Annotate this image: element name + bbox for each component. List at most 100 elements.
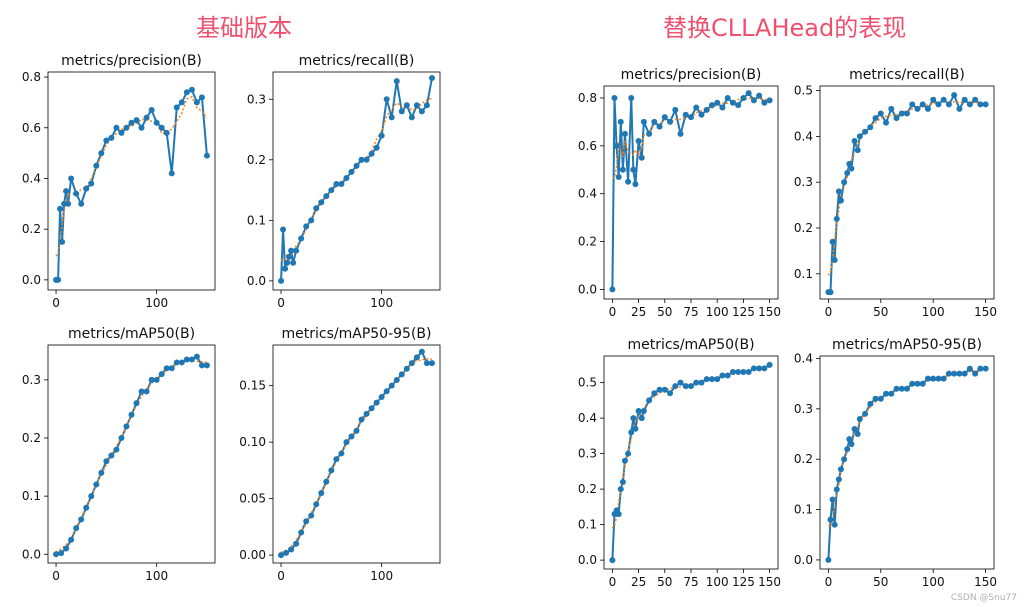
data-point — [98, 469, 105, 476]
data-point — [615, 173, 622, 180]
data-point — [867, 124, 874, 131]
x-tick-label: 50 — [873, 305, 888, 319]
y-tick-label: 0.2 — [578, 235, 597, 249]
data-point — [286, 253, 293, 260]
data-point — [935, 375, 942, 382]
y-tick-label: 0.2 — [578, 482, 597, 496]
plot-frame — [819, 355, 995, 570]
data-point — [353, 162, 360, 169]
data-point — [283, 549, 290, 556]
data-point — [280, 226, 287, 233]
data-point — [278, 277, 285, 284]
data-point — [740, 94, 747, 101]
data-point — [862, 128, 869, 135]
data-point — [153, 119, 160, 126]
data-point — [630, 166, 637, 173]
y-tick-label: 0.3 — [22, 373, 41, 387]
chart-title: metrics/mAP50-95(B) — [282, 326, 432, 342]
data-point — [856, 415, 863, 422]
data-point — [961, 370, 968, 377]
chart-new-precision: metrics/precision(B) 0 25 50 75 100 125 150 0.0 0… — [554, 64, 788, 326]
y-tick-label: 0.2 — [22, 431, 41, 445]
data-point — [133, 117, 140, 124]
x-tick-label: 125 — [732, 575, 755, 589]
data-point — [198, 362, 205, 369]
data-point — [284, 259, 291, 266]
data-point — [148, 107, 155, 114]
data-point — [363, 410, 370, 417]
data-point — [940, 96, 947, 103]
y-tick-label: 0.6 — [22, 121, 41, 135]
data-point — [108, 134, 115, 141]
data-point — [640, 118, 647, 125]
data-point — [956, 370, 963, 377]
data-point — [293, 247, 300, 254]
data-point — [333, 181, 340, 188]
data-point — [358, 416, 365, 423]
data-point — [428, 360, 435, 367]
data-point — [413, 102, 420, 109]
data-point — [677, 130, 684, 137]
series-line — [280, 349, 432, 557]
data-point — [288, 247, 295, 254]
data-point — [403, 102, 410, 109]
y-tick-label: 0.2 — [22, 222, 41, 236]
x-tick-label: 150 — [758, 575, 781, 589]
data-point — [68, 175, 75, 182]
smooth-line — [280, 358, 433, 554]
data-point — [837, 466, 844, 473]
y-tick-label: 0.0 — [794, 553, 813, 567]
plot-frame — [272, 344, 441, 564]
data-point — [423, 360, 430, 367]
data-point — [163, 129, 170, 136]
data-point — [133, 400, 140, 407]
y-tick-label: 0.10 — [239, 435, 266, 449]
x-tick-label: 150 — [974, 575, 997, 589]
data-point — [831, 257, 838, 264]
data-point — [383, 96, 390, 103]
data-point — [667, 118, 674, 125]
data-point — [761, 365, 768, 372]
data-point — [423, 102, 430, 109]
data-point — [909, 101, 916, 108]
x-tick-label: 100 — [370, 569, 393, 583]
y-tick-label: 0.5 — [794, 84, 813, 98]
data-point — [413, 354, 420, 361]
chart-title: metrics/recall(B) — [299, 53, 415, 69]
data-point — [844, 446, 851, 453]
data-point — [378, 393, 385, 400]
data-point — [848, 441, 855, 448]
data-point — [198, 94, 205, 101]
data-point — [945, 101, 952, 108]
data-point — [378, 132, 385, 139]
y-tick-label: 0.4 — [794, 352, 813, 366]
data-point — [93, 481, 100, 488]
data-point — [966, 365, 973, 372]
data-point — [856, 133, 863, 140]
data-point — [288, 546, 295, 553]
watermark: CSDN @Snu77 — [950, 593, 1017, 603]
data-point — [148, 376, 155, 383]
data-point — [168, 365, 175, 372]
chart-title: metrics/recall(B) — [849, 67, 965, 83]
x-tick-label: 25 — [631, 305, 646, 319]
data-point — [825, 556, 832, 563]
y-tick-label: 0.05 — [239, 492, 266, 506]
data-point — [103, 137, 110, 144]
data-point — [982, 101, 989, 108]
data-point — [368, 405, 375, 412]
data-point — [113, 124, 120, 131]
data-point — [827, 289, 834, 296]
data-point — [138, 124, 145, 131]
data-point — [65, 200, 72, 207]
data-point — [313, 205, 320, 212]
series-line — [827, 367, 986, 560]
y-tick-label: 0.6 — [578, 139, 597, 153]
data-point — [178, 99, 185, 106]
data-point — [729, 99, 736, 106]
y-tick-label: 0.1 — [578, 518, 597, 532]
x-tick-label: 0 — [825, 575, 833, 589]
data-point — [909, 380, 916, 387]
data-point — [108, 452, 115, 459]
smooth-line — [828, 369, 986, 528]
